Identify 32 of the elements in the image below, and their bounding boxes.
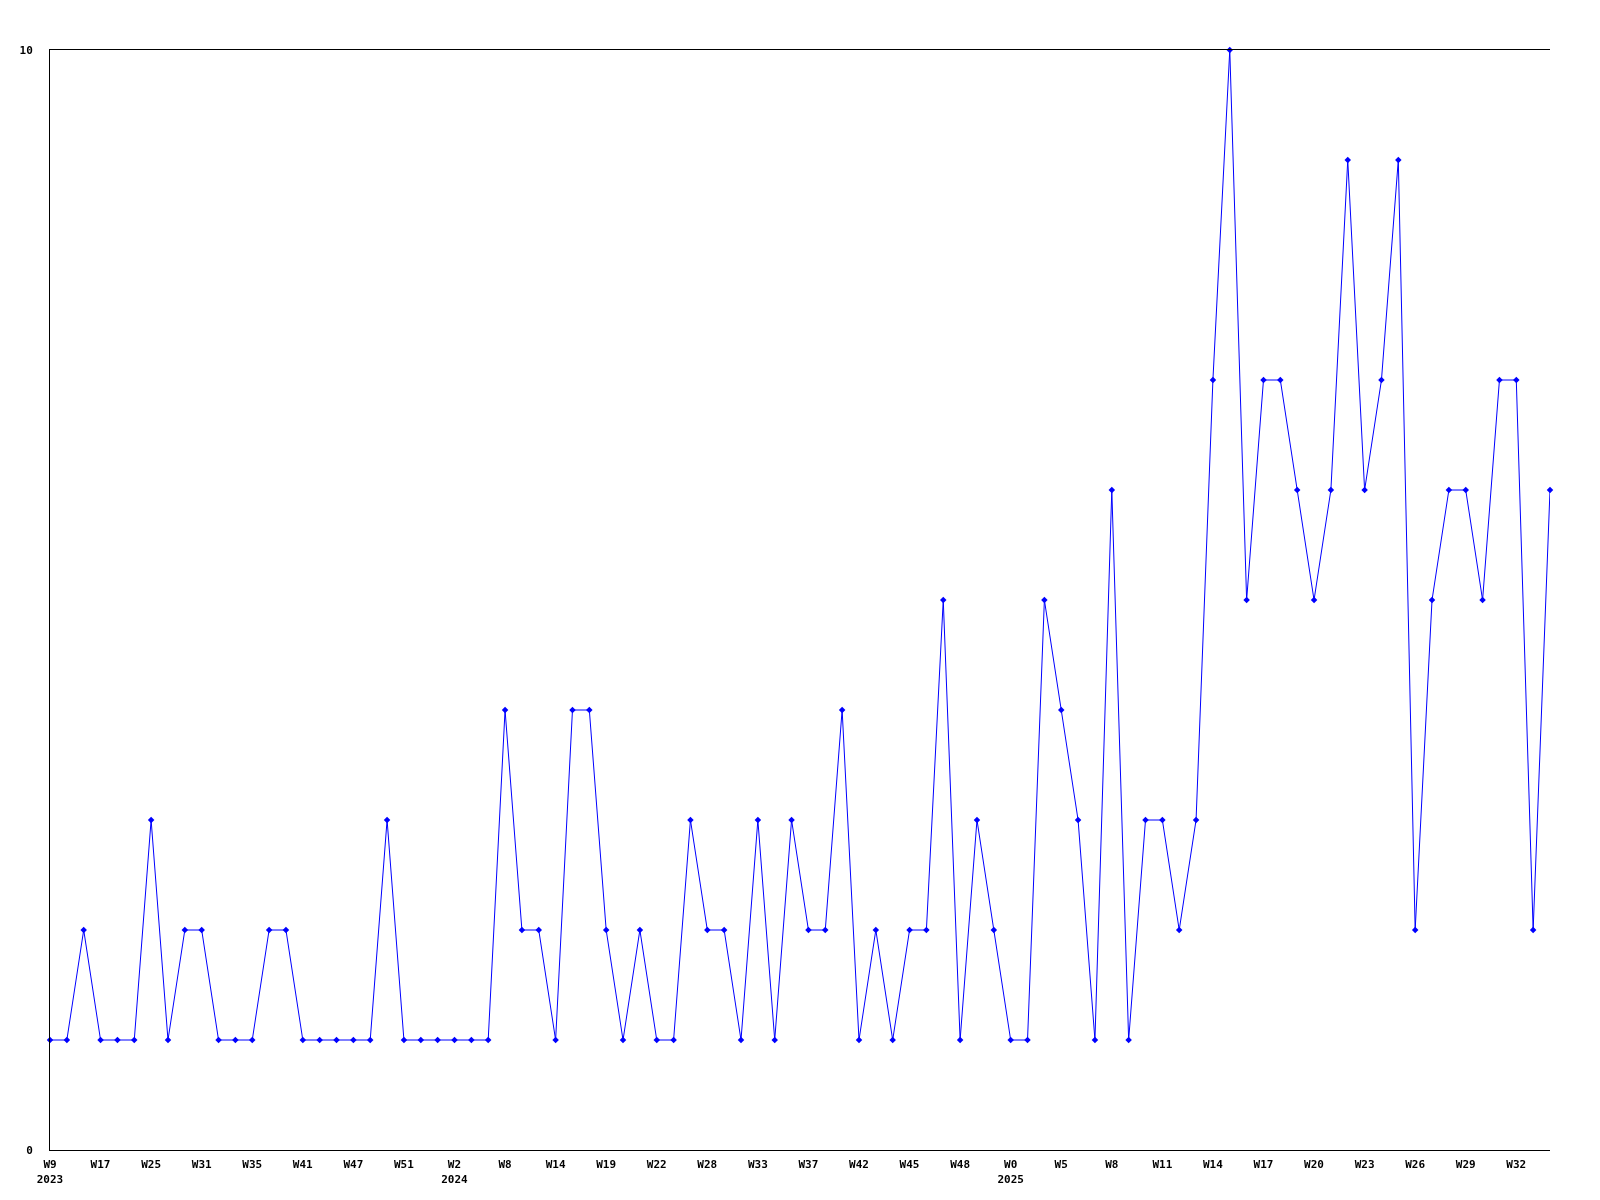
y-tick-label: 0 [26, 1143, 33, 1157]
x-tick-label: W37 [798, 1158, 819, 1172]
x-tick-label: W14 [545, 1158, 566, 1172]
x-tick-label: W29 [1455, 1158, 1476, 1172]
x-tick-label: W5 [1054, 1158, 1068, 1172]
x-tick-label: W9 2023 [36, 1158, 64, 1186]
x-tick-label: W41 [292, 1158, 314, 1172]
x-tick-label: W51 [393, 1158, 415, 1172]
x-tick-label: W33 [747, 1158, 768, 1172]
x-tick-label: W32 [1506, 1158, 1527, 1172]
x-tick-label: W20 [1304, 1158, 1324, 1172]
x-tick-label: W17 [90, 1158, 111, 1172]
x-tick-label: W45 [899, 1158, 920, 1172]
x-tick-label: W22 [646, 1158, 667, 1172]
x-tick-label: W23 [1354, 1158, 1375, 1172]
x-tick-label: W11 [1152, 1158, 1173, 1172]
x-tick-label: W0 2025 [997, 1158, 1024, 1186]
x-tick-label: W8 [1105, 1158, 1119, 1172]
x-tick-label: W31 [191, 1158, 212, 1172]
x-tick-label: W2 2024 [441, 1158, 469, 1186]
x-tick-label: W17 [1253, 1158, 1274, 1172]
x-tick-label: W48 [950, 1158, 971, 1172]
x-tick-label: W8 [498, 1158, 512, 1172]
x-tick-label: W26 [1405, 1158, 1426, 1172]
x-tick-label: W47 [343, 1158, 364, 1172]
x-tick-label: W19 [596, 1158, 617, 1172]
x-tick-label: W42 [849, 1158, 869, 1172]
x-tick-label: W14 [1202, 1158, 1224, 1172]
y-tick-label: 10 [19, 43, 33, 57]
x-tick-label: W35 [242, 1158, 263, 1172]
x-tick-label: W25 [141, 1158, 162, 1172]
x-tick-label: W28 [697, 1158, 718, 1172]
